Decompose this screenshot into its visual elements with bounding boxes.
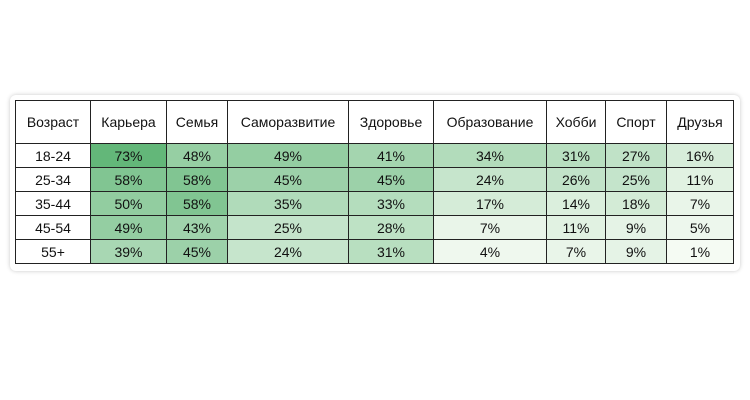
- column-header-friends: Друзья: [666, 100, 734, 144]
- column-header-sport: Спорт: [605, 100, 667, 144]
- heat-cell-health: 31%: [348, 239, 434, 264]
- heat-cell-friends: 11%: [666, 167, 734, 192]
- table-row: 55+ 39% 45% 24% 31% 4% 7% 9% 1%: [15, 239, 734, 264]
- heat-cell-education: 34%: [433, 143, 547, 168]
- column-header-family: Семья: [166, 100, 228, 144]
- heat-cell-friends: 16%: [666, 143, 734, 168]
- column-header-health: Здоровье: [348, 100, 434, 144]
- row-label-age: 35-44: [15, 191, 91, 216]
- heat-cell-self-development: 25%: [227, 215, 349, 240]
- table-row: 45-54 49% 43% 25% 28% 7% 11% 9% 5%: [15, 215, 734, 240]
- table-row: 25-34 58% 58% 45% 45% 24% 26% 25% 11%: [15, 167, 734, 192]
- table-body: 18-24 73% 48% 49% 41% 34% 31% 27% 16% 25-34 58% 58%…: [15, 143, 734, 264]
- column-header-self-development: Саморазвитие: [227, 100, 349, 144]
- heat-cell-health: 33%: [348, 191, 434, 216]
- heat-cell-sport: 27%: [605, 143, 667, 168]
- heat-cell-family: 43%: [166, 215, 228, 240]
- heat-cell-friends: 7%: [666, 191, 734, 216]
- row-label-age: 55+: [15, 239, 91, 264]
- heat-cell-self-development: 24%: [227, 239, 349, 264]
- heat-cell-hobby: 11%: [546, 215, 606, 240]
- heat-cell-friends: 1%: [666, 239, 734, 264]
- heat-cell-education: 4%: [433, 239, 547, 264]
- table-row: 18-24 73% 48% 49% 41% 34% 31% 27% 16%: [15, 143, 734, 168]
- heat-cell-family: 45%: [166, 239, 228, 264]
- heat-cell-sport: 25%: [605, 167, 667, 192]
- heat-cell-hobby: 14%: [546, 191, 606, 216]
- heat-cell-health: 41%: [348, 143, 434, 168]
- heat-cell-health: 45%: [348, 167, 434, 192]
- heat-cell-sport: 9%: [605, 239, 667, 264]
- heat-cell-friends: 5%: [666, 215, 734, 240]
- heat-cell-sport: 9%: [605, 215, 667, 240]
- column-header-age: Возраст: [15, 100, 91, 144]
- header-row: Возраст Карьера Семья Саморазвитие Здоро…: [15, 100, 734, 144]
- heatmap-table: Возраст Карьера Семья Саморазвитие Здоро…: [15, 100, 734, 264]
- column-header-education: Образование: [433, 100, 547, 144]
- heat-cell-career: 50%: [90, 191, 167, 216]
- heat-cell-education: 7%: [433, 215, 547, 240]
- heat-cell-sport: 18%: [605, 191, 667, 216]
- heat-cell-career: 73%: [90, 143, 167, 168]
- table-row: 35-44 50% 58% 35% 33% 17% 14% 18% 7%: [15, 191, 734, 216]
- heat-cell-health: 28%: [348, 215, 434, 240]
- heat-cell-education: 17%: [433, 191, 547, 216]
- row-label-age: 25-34: [15, 167, 91, 192]
- heat-cell-self-development: 45%: [227, 167, 349, 192]
- row-label-age: 18-24: [15, 143, 91, 168]
- heat-cell-family: 58%: [166, 167, 228, 192]
- column-header-hobby: Хобби: [546, 100, 606, 144]
- column-header-career: Карьера: [90, 100, 167, 144]
- heat-cell-self-development: 35%: [227, 191, 349, 216]
- row-label-age: 45-54: [15, 215, 91, 240]
- heat-cell-self-development: 49%: [227, 143, 349, 168]
- heat-cell-career: 58%: [90, 167, 167, 192]
- heat-cell-career: 49%: [90, 215, 167, 240]
- heat-cell-education: 24%: [433, 167, 547, 192]
- heat-cell-hobby: 31%: [546, 143, 606, 168]
- heat-cell-family: 58%: [166, 191, 228, 216]
- heat-cell-hobby: 7%: [546, 239, 606, 264]
- heat-cell-hobby: 26%: [546, 167, 606, 192]
- heat-cell-career: 39%: [90, 239, 167, 264]
- heat-cell-family: 48%: [166, 143, 228, 168]
